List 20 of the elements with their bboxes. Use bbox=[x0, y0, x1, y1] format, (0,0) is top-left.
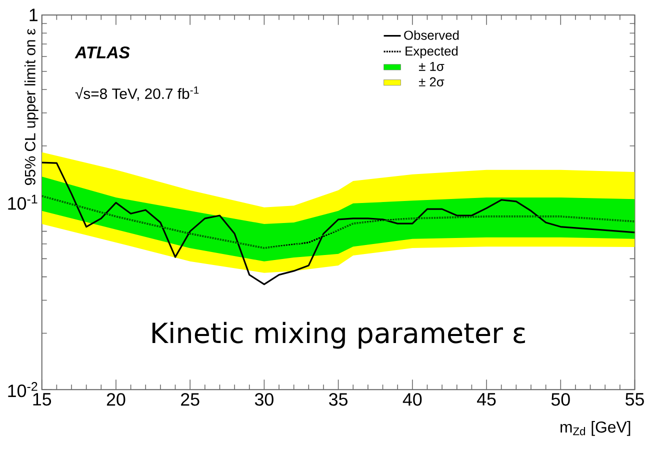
x-tick-label: 50 bbox=[551, 392, 570, 406]
x-tick-label: 55 bbox=[626, 392, 644, 406]
legend-label: ± 1σ bbox=[418, 62, 444, 71]
legend-label: Observed bbox=[404, 30, 459, 40]
x-axis-title: m$_{Zd}$ [GeV] bbox=[560, 420, 630, 436]
annotation: √s=8 TeV, 20.7 fb$^{-1}$ bbox=[75, 86, 199, 101]
x-tick-label: 20 bbox=[106, 392, 126, 406]
x-tick-label: 30 bbox=[254, 392, 274, 406]
y-tick-label: 10$^{-1}$ bbox=[8, 194, 38, 210]
x-tick-label: 40 bbox=[402, 392, 422, 406]
x-tick-label: 25 bbox=[181, 392, 200, 406]
x-tick-label: 45 bbox=[477, 392, 496, 406]
annotation: Kinetic mixing parameter ε bbox=[152, 322, 525, 349]
x-tick-label: 15 bbox=[33, 392, 52, 406]
x-tick-label: 35 bbox=[329, 392, 348, 406]
legend-label: Expected bbox=[406, 46, 458, 58]
y-tick-label: 1 bbox=[30, 8, 38, 21]
annotation: ATLAS bbox=[74, 46, 130, 58]
legend-label: ± 2σ bbox=[418, 77, 444, 86]
y-axis-title: 95% CL upper limit on ε bbox=[24, 28, 38, 185]
